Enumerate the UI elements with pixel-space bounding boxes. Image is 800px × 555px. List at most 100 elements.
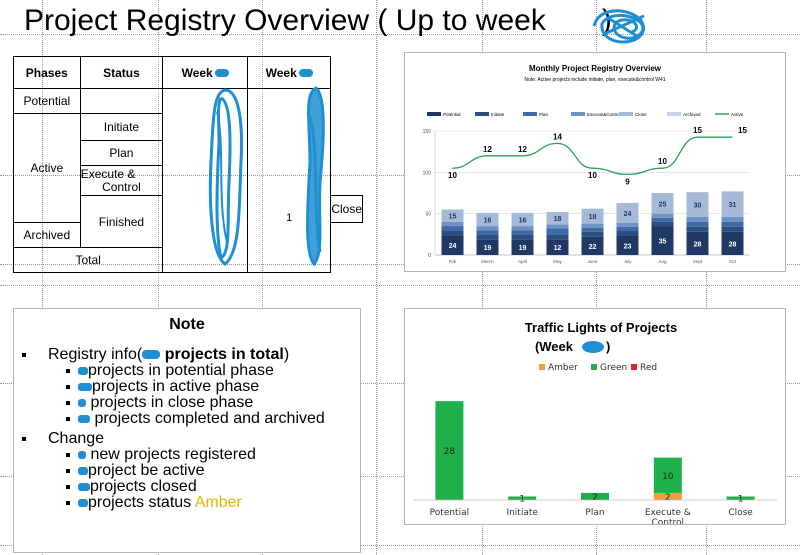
active-line-label: 10 [658, 157, 667, 166]
page-title-close: ) [601, 4, 612, 37]
page-title: Project Registry Overview ( Up to week) [24, 4, 612, 38]
change-item-text: new projects registered [90, 446, 256, 463]
change-item: new projects registered [66, 446, 256, 464]
bar-label-close: 15 [449, 214, 457, 221]
change-item: projects status Amber [66, 494, 242, 512]
bar-segment-plan [616, 226, 639, 232]
redaction-scribble [78, 450, 86, 459]
bar-segment-close [581, 208, 604, 224]
change-item-text: project be active [88, 462, 205, 479]
guide-line [0, 545, 800, 546]
bullet [66, 500, 70, 505]
bar-segment-amber [653, 492, 682, 500]
bullet [66, 484, 70, 489]
bar-segment-initiate [511, 234, 534, 240]
y-tick-label: 0 [428, 253, 431, 259]
legend-swatch-initiate [475, 112, 489, 116]
bar-segment-plan [721, 221, 744, 227]
guide-line [596, 0, 597, 555]
active-line-label: 10 [588, 171, 597, 180]
header-week-1-label: Week [181, 65, 213, 80]
bullet [66, 368, 70, 373]
cell-phase-potential: Potential [13, 88, 81, 114]
registry-item: projects in potential phase [66, 362, 274, 380]
active-line-label: 10 [448, 171, 457, 180]
monthly-chart: Monthly Project Registry Overview Note: … [423, 64, 750, 264]
bar-segment-plan [581, 227, 604, 232]
legend-swatch-amber [539, 364, 545, 370]
cell-phase-finished: Finished [79, 195, 164, 248]
bar-segment-initiate [476, 234, 499, 240]
legend-label: Green [600, 363, 627, 373]
cell-status-close: Close [330, 195, 363, 223]
bar-label-potential: 28 [694, 241, 702, 248]
x-tick-label: May [553, 259, 562, 264]
registry-item: projects in close phase [66, 394, 253, 412]
bar-segment-executecontrol [651, 213, 674, 218]
week-1-column [162, 88, 249, 273]
bullet [66, 416, 70, 421]
x-tick-label: Execute & [645, 508, 691, 518]
legend-swatch-executecontrol [571, 112, 585, 116]
guide-line [482, 0, 483, 555]
x-tick-label: Initiate [506, 508, 538, 518]
bar-segment-close [511, 212, 534, 227]
traffic-chart: Traffic Lights of Projects (Week ) Amber… [413, 320, 777, 528]
bar-segment-initiate [721, 226, 744, 232]
bar-segment-close [686, 192, 709, 217]
y-tick-label: 100 [423, 170, 432, 176]
bar-segment-green [581, 492, 609, 500]
bar-segment-close [721, 191, 744, 217]
redaction-scribble [592, 9, 645, 44]
bar-segment-initiate [441, 230, 464, 236]
cell-total: Total [12, 247, 164, 273]
header-week-2-label: Week [265, 65, 297, 80]
bar-segment-close [441, 209, 464, 222]
bar-label-potential: 19 [484, 245, 492, 252]
y-tick-label: 50 [425, 212, 431, 218]
bar-segment-plan [651, 217, 674, 222]
traffic-chart-title-line2-post: ) [606, 339, 610, 354]
bar-value-label: 2 [592, 493, 598, 503]
x-tick-label: Control [652, 518, 685, 524]
guide-line [0, 383, 800, 384]
bullet [66, 452, 70, 457]
monthly-chart-title: Monthly Project Registry Overview [529, 64, 662, 73]
header-week-2: Week [247, 56, 332, 89]
redaction-scribble [78, 382, 92, 391]
bullet [66, 384, 70, 389]
x-tick-label: Close [728, 508, 753, 518]
bar-label-potential: 23 [624, 243, 632, 250]
bar-label-close: 16 [519, 217, 527, 224]
active-line-label: 9 [625, 177, 630, 186]
bar-segment-plan [476, 230, 499, 235]
bar-label-close: 24 [624, 211, 632, 218]
bar-segment-executecontrol [511, 226, 534, 231]
bar-segment-plan [511, 230, 534, 235]
guide-line [376, 0, 377, 555]
legend-label: Amber [548, 363, 578, 373]
bar-segment-executecontrol [686, 216, 709, 222]
bar-segment-potential [511, 239, 534, 255]
redaction-scribble [78, 466, 88, 475]
redaction-scribble [582, 341, 604, 353]
bar-segment-initiate [581, 231, 604, 237]
monthly-chart-bars: 24 15 19 16 19 16 12 18 22 18 23 24 35 25 28 30 28 31 [441, 191, 744, 255]
bullet [66, 468, 70, 473]
legend-label: Potential [443, 112, 461, 117]
bar-segment-close [546, 212, 569, 225]
bar-segment-initiate [686, 226, 709, 232]
legend-swatch-red [631, 364, 637, 370]
legend-label: Active [731, 112, 744, 117]
bar-label-potential: 22 [589, 244, 597, 251]
x-tick-label: July [623, 259, 632, 264]
redaction-scribble [78, 398, 86, 407]
x-tick-label: Sept [693, 259, 703, 264]
bar-label-potential: 24 [449, 243, 457, 250]
cell-status-execute-control-text: Execute & Control [80, 166, 163, 194]
bar-segment-potential [581, 236, 604, 255]
redaction-scribble [306, 86, 325, 267]
header-status: Status [79, 56, 164, 89]
bar-label-close: 16 [484, 217, 492, 224]
